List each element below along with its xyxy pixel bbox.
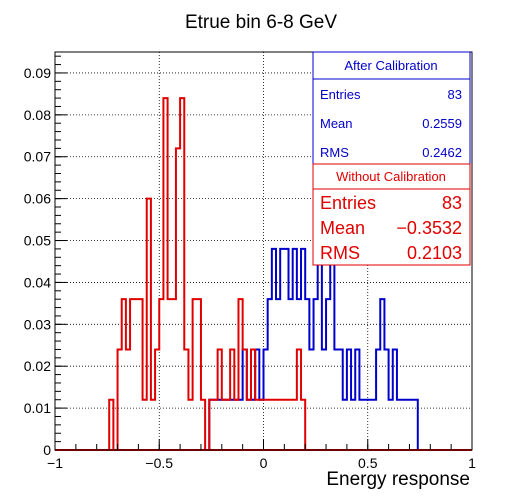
x-tick-labels: −1 −0.5 0 0.5 1 [47,455,476,471]
x-axis-label: Energy response [326,469,470,490]
y-tick-label: 0.03 [24,316,51,332]
y-tick-label: 0.07 [24,149,51,165]
stats-entries-label-without: Entries [320,193,376,213]
chart-title: Etrue bin 6-8 GeV [185,12,337,33]
series-after-calibration [208,247,422,451]
stats-rms-value-without: 0.2103 [407,243,462,263]
y-tick-label: 0.01 [24,400,51,416]
stats-mean-value-after: 0.2559 [422,116,462,131]
y-tick-label: 0.09 [24,65,51,81]
y-tick-label: 0.08 [24,107,51,123]
y-tick-label: 0 [43,442,51,458]
stats-entries-value-after: 83 [448,87,462,102]
stats-mean-value-without: −0.3532 [396,218,462,238]
stats-rms-value-after: 0.2462 [422,145,462,160]
stats-rms-label-without: RMS [320,243,360,263]
stats-rms-label-after: RMS [320,145,349,160]
x-tick-label: 0 [260,455,268,471]
stats-entries-label-after: Entries [320,87,361,102]
stats-box-after-calibration: After Calibration Entries 83 Mean 0.2559… [312,51,471,165]
series-line-without-calibration [108,97,310,451]
x-tick-label: 1 [468,455,476,471]
y-tick-label: 0.05 [24,233,51,249]
stats-mean-label-after: Mean [320,116,353,131]
stats-title-without: Without Calibration [336,169,446,184]
stats-mean-label-without: Mean [320,218,365,238]
x-tick-label: 0.5 [358,455,378,471]
stats-entries-value-without: 83 [442,193,462,213]
y-tick-label: 0.02 [24,358,51,374]
y-tick-label: 0.04 [24,274,51,290]
stats-box-without-calibration: Without Calibration Entries 83 Mean −0.3… [312,163,471,266]
stats-title-after: After Calibration [344,58,437,73]
y-tick-labels: 0 0.01 0.02 0.03 0.04 0.05 0.06 0.07 0.08 0.09 [24,65,51,458]
x-tick-label: −0.5 [145,455,173,471]
grid-lines [55,52,472,450]
y-tick-label: 0.06 [24,191,51,207]
axis-ticks [54,55,473,451]
x-tick-label: −1 [47,455,63,471]
series-line-after-calibration [208,247,422,451]
